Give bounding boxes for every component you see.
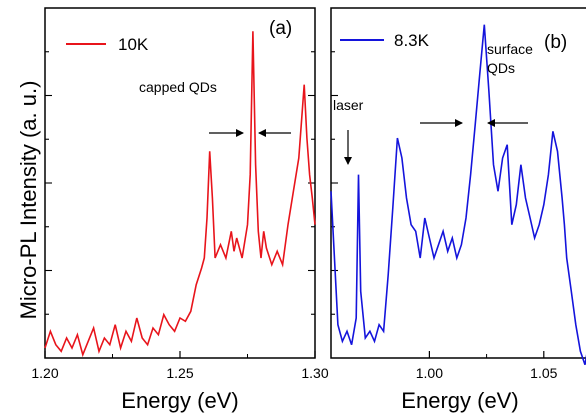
panel-label-b: (b): [544, 32, 567, 53]
legend-label-8-3k: 8.3K: [394, 31, 430, 50]
x-axis-label-b: Energy (eV): [401, 388, 518, 413]
x-tick-label: 1.30: [301, 365, 328, 381]
x-axis-label-a: Energy (eV): [121, 388, 238, 413]
panel-a-ticks: [44, 51, 316, 358]
annotation-capped-qds: capped QDs: [139, 79, 217, 95]
annotation-surface-qds-line1: surface: [487, 41, 533, 57]
x-tick-label: 1.05: [530, 365, 557, 381]
panel-b-x-tick-labels: 1.00 1.05: [416, 365, 558, 381]
panel-a-frame: [44, 7, 316, 359]
series-line-8-3k: [330, 24, 586, 365]
x-tick-label: 1.20: [31, 365, 58, 381]
panel-a-x-tick-labels: 1.20 1.25 1.30: [31, 365, 328, 381]
annotation-laser: laser: [333, 97, 364, 113]
x-tick-label: 1.25: [166, 365, 193, 381]
panel-b: 8.3K (b) surface QDs laser 1.00 1.05 Ener…: [330, 7, 586, 413]
series-line-10k: [44, 31, 316, 358]
y-axis-label: Micro-PL Intensity (a. u.): [16, 81, 41, 320]
annotation-surface-qds-line2: QDs: [487, 60, 515, 76]
legend-label-10k: 10K: [118, 35, 149, 54]
panel-label-a: (a): [269, 18, 292, 39]
panel-a: 10K (a) capped QDs 1.20 1.25 1.30 Energy (…: [31, 7, 329, 413]
panel-b-ticks: [331, 51, 545, 358]
x-tick-label: 1.00: [416, 365, 443, 381]
